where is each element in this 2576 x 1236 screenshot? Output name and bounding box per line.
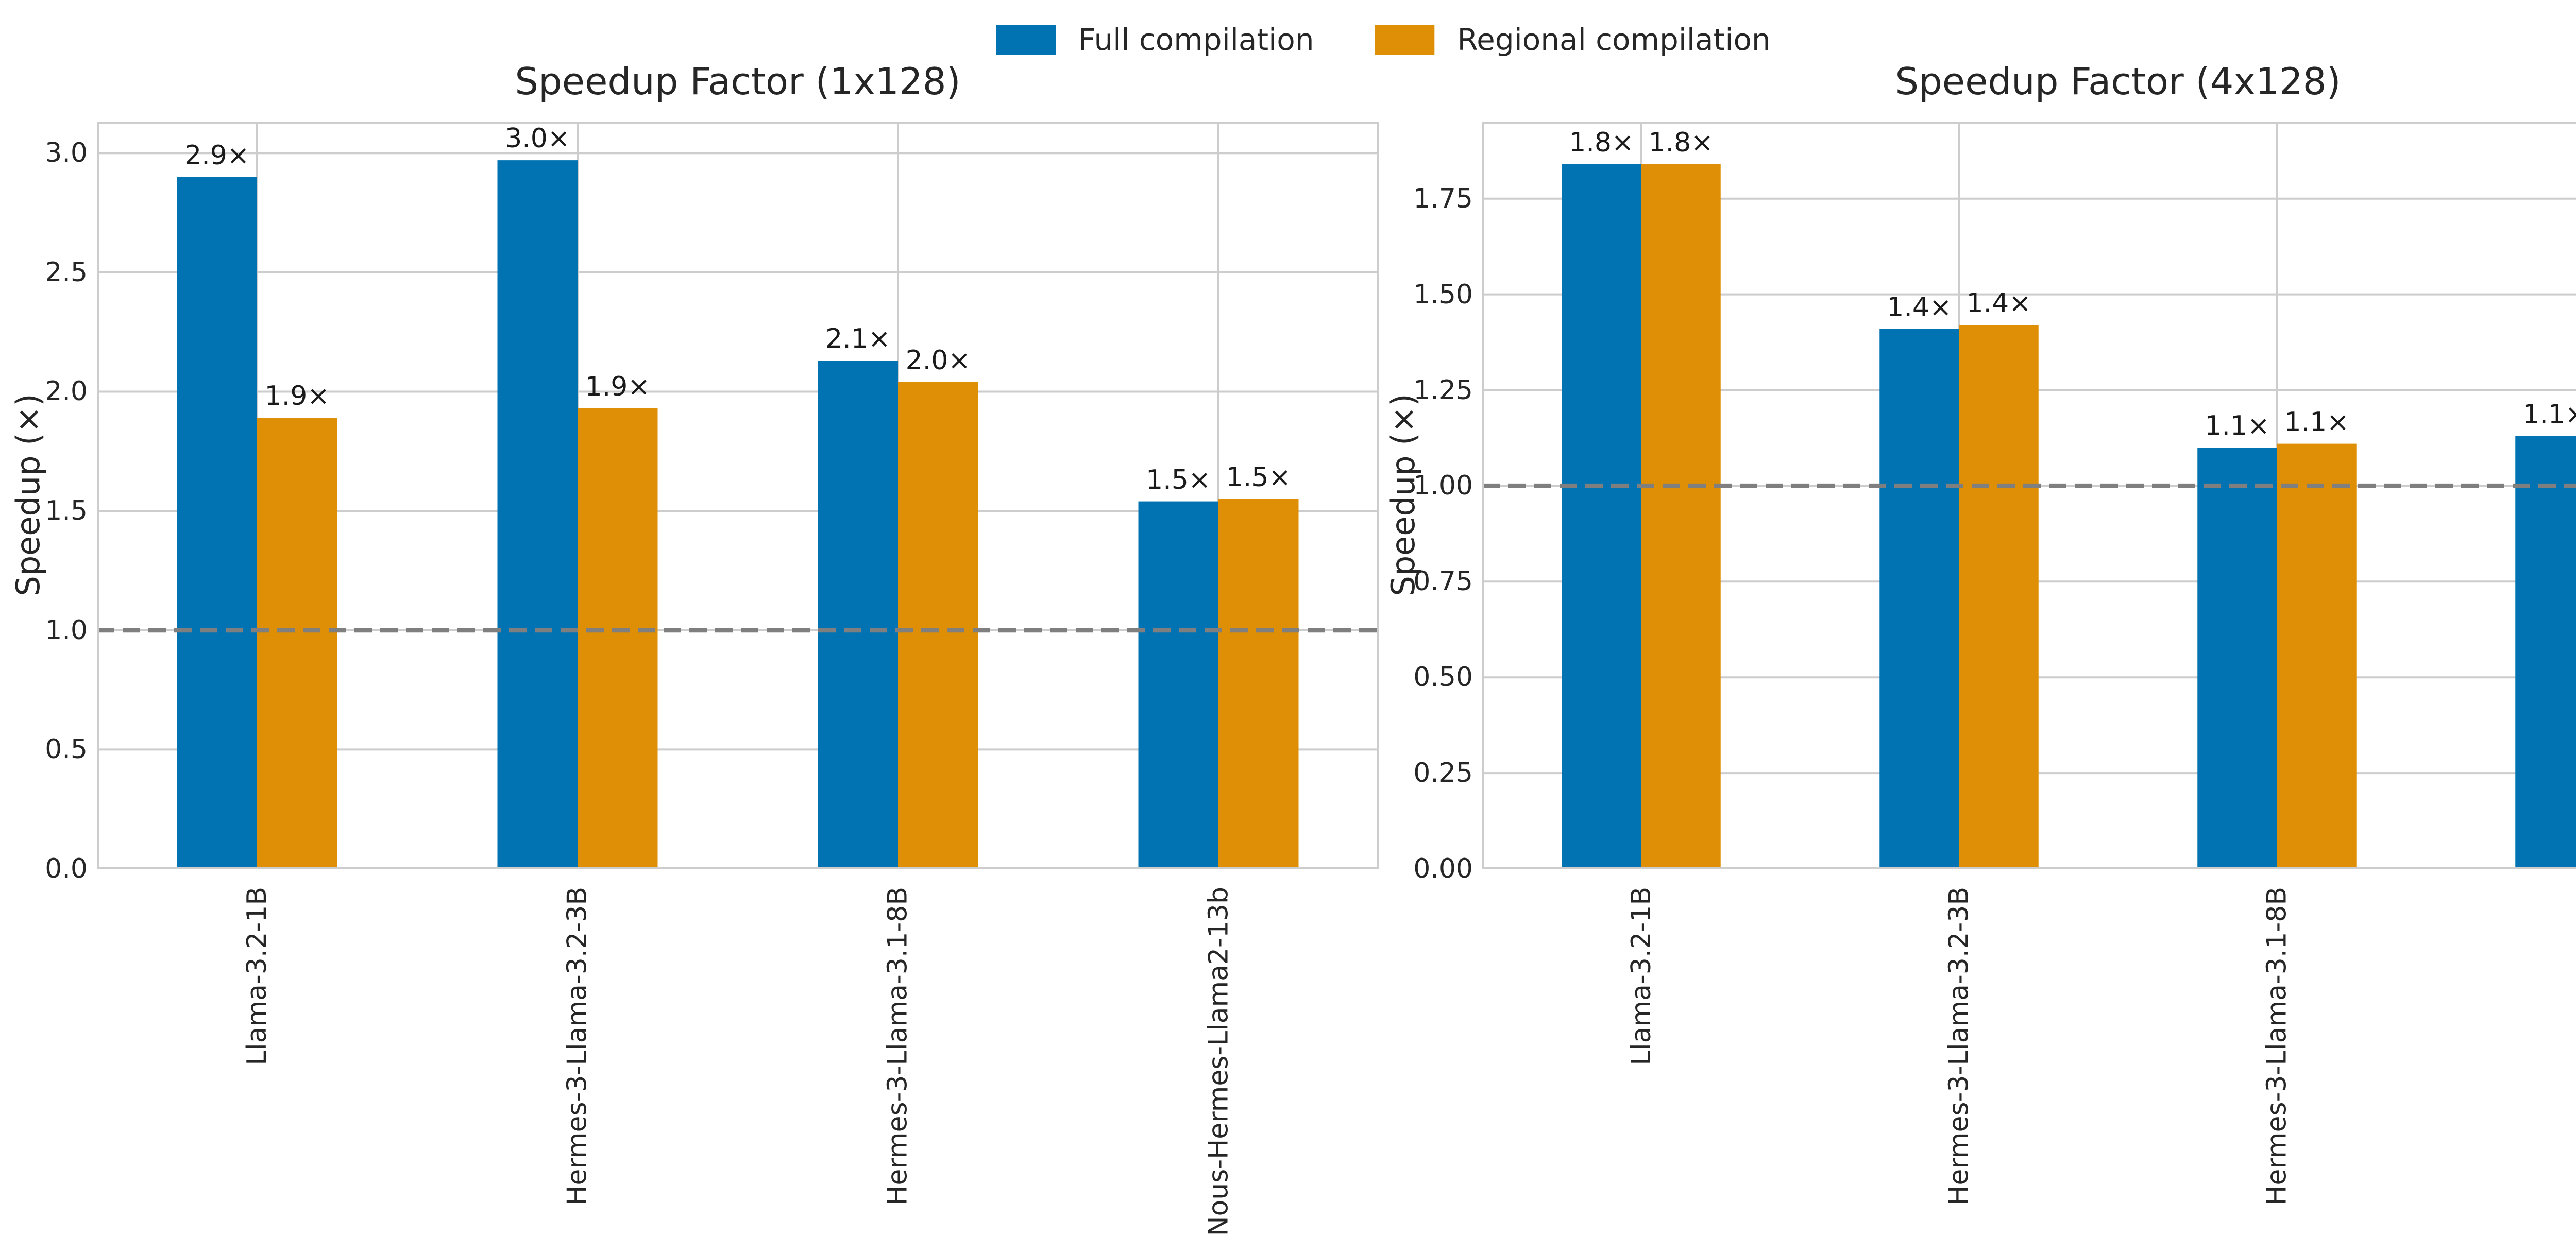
bar-value-label-full-compilation-hermes-3-llama-3-2-3b: 1.4× <box>1887 291 1952 323</box>
bar-regional-compilation-nous-hermes-llama2-13b <box>1218 499 1299 869</box>
legend-label-full-compilation: Full compilation <box>1078 22 1314 57</box>
legend-item-full-compilation: Full compilation <box>996 24 1314 56</box>
bar-value-label-regional-compilation-hermes-3-llama-3-2-3b: 1.9× <box>585 371 650 402</box>
y-tick-label: 2.0 <box>45 376 88 407</box>
bar-regional-compilation-hermes-3-llama-3-1-8b <box>898 382 978 869</box>
x-tick-label-hermes-3-llama-3-2-3b: Hermes-3-Llama-3.2-3B <box>562 887 593 1206</box>
bar-value-label-regional-compilation-nous-hermes-llama2-13b: 1.1× <box>2568 395 2576 426</box>
bar-full-compilation-hermes-3-llama-3-1-8b <box>818 360 898 869</box>
x-tick-label-llama-3-2-1b: Llama-3.2-1B <box>1625 887 1657 1066</box>
x-tick-label-hermes-3-llama-3-1-8b: Hermes-3-Llama-3.1-8B <box>883 887 913 1206</box>
bar-value-label-regional-compilation-hermes-3-llama-3-2-3b: 1.4× <box>1966 288 2031 319</box>
chart-title-1x128: Speedup Factor (1x128) <box>515 60 961 103</box>
bar-value-label-regional-compilation-hermes-3-llama-3-1-8b: 1.1× <box>2284 406 2349 438</box>
bar-regional-compilation-llama-3-2-1b <box>1641 164 1721 869</box>
y-tick-label: 0.25 <box>1413 758 1473 789</box>
bar-value-label-full-compilation-hermes-3-llama-3-1-8b: 2.1× <box>825 323 891 355</box>
bar-full-compilation-llama-3-2-1b <box>1562 164 1641 869</box>
x-tick-label-llama-3-2-1b: Llama-3.2-1B <box>242 887 273 1066</box>
bar-value-label-full-compilation-nous-hermes-llama2-13b: 1.1× <box>2522 399 2576 430</box>
legend: Full compilation Regional compilation <box>996 22 1771 57</box>
legend-label-regional-compilation: Regional compilation <box>1457 22 1771 57</box>
y-tick-label: 1.50 <box>1413 279 1473 310</box>
x-tick-label-nous-hermes-llama2-13b: Nous-Hermes-Llama2-13b <box>1203 887 1234 1236</box>
figure: Full compilation Regional compilation Sp… <box>9 22 2576 1236</box>
y-tick-label: 1.25 <box>1413 374 1473 406</box>
x-tick-label-hermes-3-llama-3-2-3b: Hermes-3-Llama-3.2-3B <box>1943 887 1975 1206</box>
bar-regional-compilation-hermes-3-llama-3-2-3b <box>1959 325 2039 869</box>
y-tick-label: 1.0 <box>45 614 88 646</box>
subplot-4x128 <box>1482 122 2576 869</box>
legend-swatch-full-compilation-icon <box>996 25 1056 55</box>
bar-value-label-regional-compilation-hermes-3-llama-3-1-8b: 2.0× <box>905 345 971 376</box>
bar-regional-compilation-llama-3-2-1b <box>257 418 337 869</box>
bar-full-compilation-hermes-3-llama-3-1-8b <box>2197 448 2277 869</box>
y-tick-label: 0.00 <box>1413 853 1473 884</box>
bar-regional-compilation-hermes-3-llama-3-1-8b <box>2277 443 2357 869</box>
x-tick-label-hermes-3-llama-3-1-8b: Hermes-3-Llama-3.1-8B <box>2261 887 2293 1206</box>
subplot-1x128 <box>97 122 1379 869</box>
bar-full-compilation-llama-3-2-1b <box>177 177 257 869</box>
y-tick-label: 1.5 <box>45 495 88 527</box>
legend-swatch-regional-compilation-icon <box>1375 25 1435 55</box>
y-tick-label: 0.50 <box>1413 662 1473 693</box>
bar-full-compilation-hermes-3-llama-3-2-3b <box>497 160 578 869</box>
bar-value-label-regional-compilation-llama-3-2-1b: 1.8× <box>1648 127 1714 158</box>
axes-frame <box>97 122 1379 869</box>
plot-area-1x128 <box>97 122 1379 869</box>
y-tick-label: 0.75 <box>1413 566 1473 597</box>
bar-value-label-full-compilation-hermes-3-llama-3-2-3b: 3.0× <box>505 123 570 154</box>
bar-full-compilation-hermes-3-llama-3-2-3b <box>1879 329 1959 869</box>
y-tick-label: 1.00 <box>1413 470 1473 502</box>
y-tick-label: 2.5 <box>45 256 88 288</box>
legend-item-regional-compilation: Regional compilation <box>1375 22 1771 57</box>
y-tick-label: 0.5 <box>45 734 88 765</box>
bar-value-label-full-compilation-hermes-3-llama-3-1-8b: 1.1× <box>2205 410 2270 442</box>
bar-value-label-regional-compilation-nous-hermes-llama2-13b: 1.5× <box>1226 461 1291 493</box>
axes-frame <box>1482 122 2576 869</box>
bar-value-label-full-compilation-llama-3-2-1b: 1.8× <box>1569 127 1634 158</box>
bar-full-compilation-nous-hermes-llama2-13b <box>2515 436 2576 869</box>
y-tick-label: 0.0 <box>45 853 88 884</box>
plot-area-4x128 <box>1482 122 2576 869</box>
bar-full-compilation-nous-hermes-llama2-13b <box>1138 501 1218 869</box>
chart-title-4x128: Speedup Factor (4x128) <box>1895 60 2341 103</box>
bar-regional-compilation-hermes-3-llama-3-2-3b <box>578 408 658 869</box>
bar-value-label-regional-compilation-llama-3-2-1b: 1.9× <box>264 381 330 412</box>
y-tick-label: 1.75 <box>1413 183 1473 214</box>
bar-value-label-full-compilation-nous-hermes-llama2-13b: 1.5× <box>1146 464 1211 495</box>
bar-value-label-full-compilation-llama-3-2-1b: 2.9× <box>184 140 250 171</box>
y-tick-label: 3.0 <box>45 138 88 169</box>
y-axis-label-1x128: Speedup (×) <box>9 393 47 596</box>
